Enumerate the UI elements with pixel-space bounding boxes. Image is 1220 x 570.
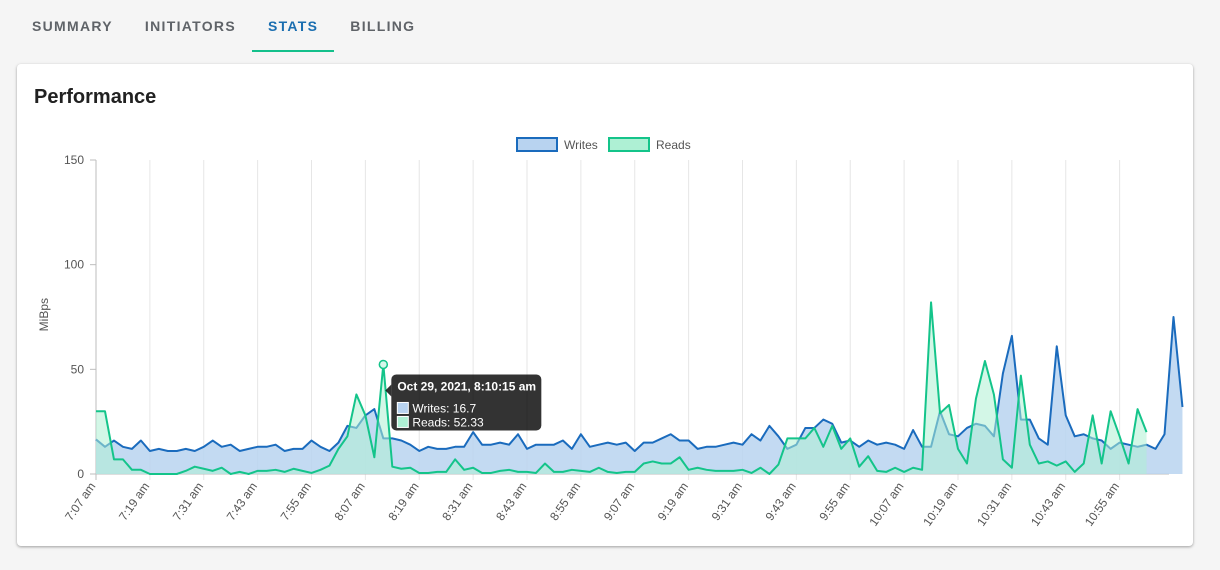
x-tick-label: 8:07 am — [331, 480, 367, 524]
x-tick-label: 7:19 am — [116, 480, 152, 524]
legend-writes-swatch[interactable] — [516, 137, 558, 152]
legend-reads-label[interactable]: Reads — [656, 138, 691, 152]
performance-chart: 0 50 100 150 MiBps 7:07 am 7:19 am 7:31 am 7:43 … — [37, 137, 1184, 529]
x-tick-label: 10:19 am — [920, 480, 960, 529]
reads-line[interactable] — [96, 301, 1148, 475]
x-tick-label: 7:55 am — [278, 480, 314, 524]
legend-reads-swatch[interactable] — [608, 137, 650, 152]
legend-writes-label[interactable]: Writes — [564, 138, 598, 152]
x-tick-label: 9:31 am — [709, 480, 745, 524]
y-tick-label: 50 — [71, 362, 85, 376]
tooltip-writes-value: Writes: 16.7 — [412, 401, 476, 415]
x-tick-label: 7:43 am — [224, 480, 260, 524]
y-tick-label: 100 — [64, 258, 84, 272]
x-tick-label: 9:19 am — [655, 480, 691, 524]
y-axis-title: MiBps — [37, 298, 51, 331]
x-tick-label: 8:43 am — [493, 480, 529, 524]
x-tick-label: 10:07 am — [866, 480, 906, 529]
x-tick-label: 9:55 am — [816, 480, 852, 524]
tab-bar: SUMMARY INITIATORS STATS BILLING — [16, 0, 431, 52]
writes-line[interactable] — [95, 316, 1184, 452]
x-tick-label: 10:31 am — [974, 480, 1014, 529]
y-tick-label: 0 — [77, 467, 84, 481]
x-tick-label: 10:43 am — [1028, 480, 1068, 529]
hover-point[interactable] — [378, 359, 389, 370]
x-tick-label: 9:07 am — [601, 480, 637, 524]
x-tick-label: 8:19 am — [385, 480, 421, 524]
tab-summary[interactable]: SUMMARY — [32, 18, 113, 34]
x-tick-label: 8:55 am — [547, 480, 583, 524]
x-tick-label: 8:31 am — [439, 480, 475, 524]
x-tick-label: 7:31 am — [170, 480, 206, 524]
x-tick-label: 9:43 am — [762, 480, 798, 524]
card-title: Performance — [34, 86, 157, 108]
tab-billing[interactable]: BILLING — [350, 18, 416, 34]
tooltip-swatch-reads — [396, 415, 409, 428]
y-tick-label: 150 — [64, 153, 84, 167]
tooltip-caret — [385, 384, 392, 397]
x-tick-label: 7:07 am — [62, 480, 98, 524]
performance-card: Performance 0 50 100 150 MiBps 7:07 am 7:19 am… — [17, 64, 1193, 546]
x-tick-label: 10:55 am — [1082, 480, 1122, 529]
tab-stats[interactable]: STATS — [251, 0, 335, 52]
tooltip-reads-value: Reads: 52.33 — [412, 415, 484, 429]
tooltip-swatch-writes — [396, 401, 409, 414]
tab-initiators[interactable]: INITIATORS — [144, 18, 236, 34]
reads-area — [96, 302, 1147, 474]
tooltip-title: Oct 29, 2021, 8:10:15 am — [397, 379, 536, 393]
tooltip-box — [391, 374, 542, 431]
